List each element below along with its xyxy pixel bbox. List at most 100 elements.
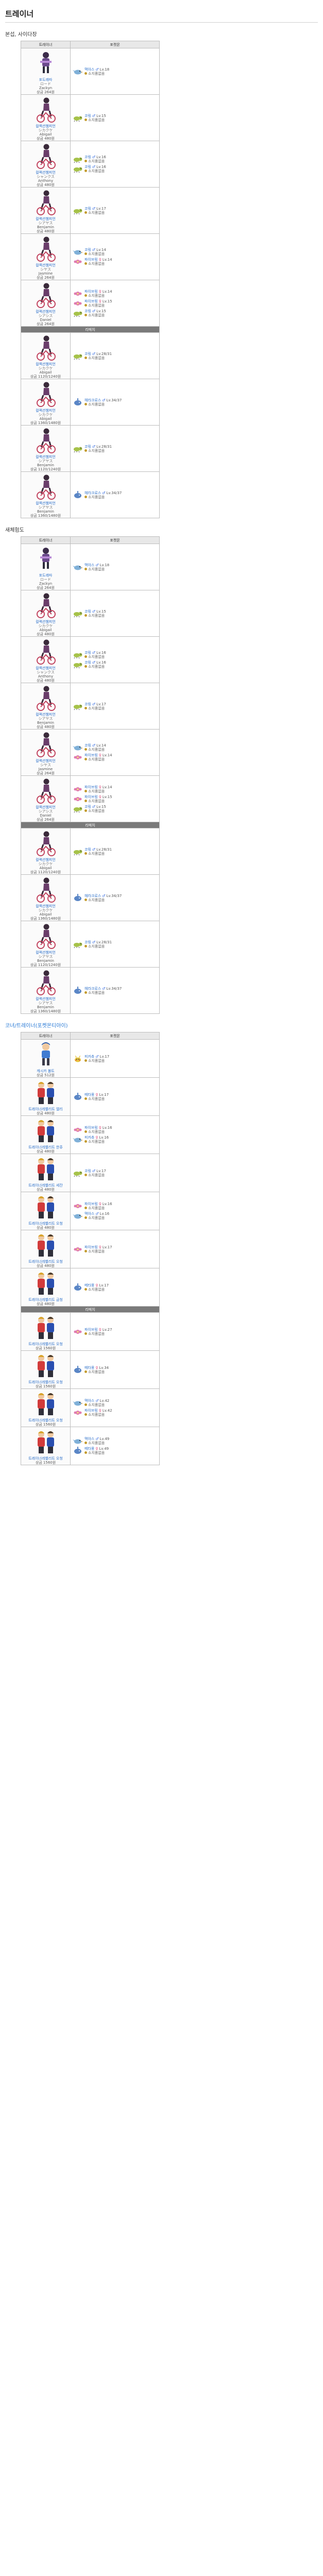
pokemon-name[interactable]: 코링 — [84, 155, 91, 159]
trainer-name[interactable]: 컬렉션챔피언 — [36, 759, 56, 763]
trainer-name[interactable]: 트레이너레벨리트 오청 — [28, 1260, 63, 1264]
pokemon-name[interactable]: 코링 — [84, 743, 91, 748]
pokemon-name[interactable]: 헤라크로스 — [84, 893, 101, 898]
section-title[interactable]: 코녀/트레이너(포켓몬티아이) — [5, 1023, 68, 1029]
trainer-name[interactable]: 트레이너레벨리트 한쥬 — [28, 1145, 63, 1149]
pokemon-name[interactable]: 코링 — [84, 940, 91, 944]
pokemon-name[interactable]: 코링 — [84, 1168, 91, 1173]
trainer-name[interactable]: 컬렉션챔피언 — [36, 997, 56, 1001]
trainer-name[interactable]: 컬렉션챔피언 — [36, 455, 56, 459]
trainer-name[interactable]: 컬렉션챔피언 — [36, 713, 56, 717]
pokemon-info: 코링 ♂ Lv.16 소지품없음 — [84, 155, 106, 163]
trainer-name[interactable]: 트레이너레벨리트 세잔 — [28, 1183, 63, 1188]
trainer-prize: 상금 264원 — [37, 276, 55, 280]
pokemon-name[interactable]: 파이브링 — [84, 258, 98, 262]
team-cell: 헤라크로스 ♂ Lv.34/37 소지품없음 — [70, 967, 160, 1014]
pokemon-name[interactable]: 코링 — [84, 248, 91, 252]
pokemon-name[interactable]: 코링 — [84, 847, 91, 852]
trainer-name[interactable]: 트레이너레벨리트 오청 — [28, 1456, 63, 1461]
pokemon-name[interactable]: 코링 — [84, 165, 91, 169]
pokemon-name[interactable]: 피카츄 — [84, 1054, 95, 1059]
trainer-cell: 컬렉션챔피언 シカクケ Abigail 상금 1360/1480원 — [21, 379, 71, 426]
trainer-name[interactable]: 컬렉션챔피언 — [36, 951, 56, 955]
pokemon-name[interactable]: 파이브링 — [84, 1327, 98, 1332]
pokemon-name[interactable]: 파이브링 — [84, 299, 98, 303]
trainer-name[interactable]: 트레이너레벨리트 금청 — [28, 1298, 63, 1302]
trainer-name[interactable]: 컬렉션챔피언 — [36, 171, 56, 175]
gender-icon: ♂ — [92, 165, 96, 169]
pokemon-name[interactable]: 메타몽 — [84, 1092, 95, 1097]
trainer-english-name: Abigail — [39, 866, 52, 870]
trainer-kana: ロード — [40, 82, 51, 86]
trainer-name[interactable]: 컬렉션챔피언 — [36, 858, 56, 862]
item-label: 소지품없음 — [88, 1140, 105, 1144]
pokemon-name[interactable]: 파이브링 — [84, 753, 98, 757]
pokemon-info: 헤라크로스 ♂ Lv.34/37 소지품없음 — [84, 398, 122, 406]
pokemon-name[interactable]: 코링 — [84, 309, 91, 313]
pokemon-name[interactable]: 파이브링 — [84, 794, 98, 799]
trainer-name[interactable]: 컬렉션챔피언 — [36, 409, 56, 413]
trainer-name[interactable]: 컬렉션챔피언 — [36, 805, 56, 809]
pokemon-name[interactable]: 메타몽 — [84, 1283, 95, 1287]
pokemon-name[interactable]: 헤라크로스 — [84, 398, 101, 402]
pokemon-level: Lv.28/31 — [96, 444, 112, 449]
trainer-name[interactable]: 포도레따 — [39, 573, 53, 578]
trainer-name[interactable]: 컬렉션챔피언 — [36, 310, 56, 314]
trainer-name[interactable]: 컬렉션챔피언 — [36, 666, 56, 670]
trainer-name[interactable]: 트레이너레벨리트 엘리 — [28, 1107, 63, 1111]
trainer-name[interactable]: 컬렉션챔피언 — [36, 217, 56, 221]
trainer-name[interactable]: 컬렉션챔피언 — [36, 620, 56, 624]
trainer-name[interactable]: 컬렉션챔피언 — [36, 362, 56, 366]
item-icon — [84, 1249, 87, 1252]
pokemon-name[interactable]: 코링 — [84, 113, 91, 118]
pokemon-name[interactable]: 헤라크로스 — [84, 986, 101, 991]
trainer-name[interactable]: 캐시카 볼트 — [37, 1069, 55, 1073]
pokemon-name[interactable]: 코링 — [84, 804, 91, 809]
trainer-name[interactable]: 트레이너레벨리트 오청 — [28, 1380, 63, 1384]
pokemon-name[interactable]: 파이브링 — [84, 1126, 98, 1130]
pokemon-name[interactable]: 코링 — [84, 702, 91, 706]
trainer-cell: 컬렉션챔피언 シャンクス Anthony 상금 480원 — [21, 141, 71, 188]
rematch-divider-row: 리매치 — [21, 326, 160, 333]
trainer-prize: 상금 480원 — [37, 229, 55, 233]
trainer-name[interactable]: 포도레따 — [39, 78, 53, 82]
rider-portrait-icon — [40, 52, 52, 73]
pokemon-name[interactable]: 맥아스 — [84, 563, 95, 567]
pokemon-name[interactable]: 코링 — [84, 660, 91, 665]
trainer-name[interactable]: 컬렉션챔피언 — [36, 263, 56, 267]
trainer-cell: 트레이너레벨리트 오청 상금 1560원 — [21, 1312, 71, 1351]
pokemon-name[interactable]: 피카츄 — [84, 1136, 95, 1140]
pokemon-name[interactable]: 맥아스 — [84, 1399, 95, 1403]
pokemon-name[interactable]: 메타몽 — [84, 1365, 95, 1370]
pokemon-held-item: 소지품없음 — [84, 252, 106, 256]
pokemon-name[interactable]: 맥아스 — [84, 1437, 95, 1441]
trainer-name[interactable]: 트레이너레벨리트 오청 — [28, 1418, 63, 1422]
trainer-name[interactable]: 트레이너레벨리트 오청 — [28, 1222, 63, 1226]
trainer-prize: 상금 480원 — [37, 632, 55, 636]
pokemon-name[interactable]: 헤라크로스 — [84, 490, 101, 495]
trainer-row: 컬렉션챔피언 シアシス Daniel 상금 264원 파이브링 ♀ Lv.14 소지품없음 파이… — [21, 280, 160, 327]
item-icon — [84, 1059, 87, 1062]
section-title: 새체험도 — [5, 528, 24, 533]
pokemon-name[interactable]: 파이브링 — [84, 289, 98, 294]
pokemon-name[interactable]: 파이브링 — [84, 1409, 98, 1413]
cyclist-portrait-icon — [36, 924, 56, 949]
trainer-cell: 컬렉션챔피언 シアヤス Benjamin 상금 1120/1240원 — [21, 425, 71, 472]
pokemon-name[interactable]: 코링 — [84, 206, 91, 211]
pokemon-name[interactable]: 파이브링 — [84, 785, 98, 789]
pokemon-name[interactable]: 맥아스 — [84, 1212, 95, 1216]
pokemon-name[interactable]: 파이브링 — [84, 1202, 98, 1206]
trainer-name[interactable]: 트레이너레벨리트 오청 — [28, 1342, 63, 1346]
trainer-name[interactable]: 컬렉션챔피언 — [36, 501, 56, 505]
trainer-name[interactable]: 컬렉션챔피언 — [36, 124, 56, 128]
pokemon-name[interactable]: 맥아스 — [84, 67, 95, 72]
pokemon-name[interactable]: 코링 — [84, 651, 91, 655]
beetle-pokemon-icon — [74, 398, 81, 405]
pokemon-name[interactable]: 코링 — [84, 351, 91, 356]
trainer-name[interactable]: 컬렉션챔피언 — [36, 904, 56, 908]
beetle-pokemon-icon — [74, 1365, 81, 1373]
pokemon-name[interactable]: 파이브링 — [84, 1245, 98, 1249]
pokemon-name[interactable]: 메타몽 — [84, 1447, 95, 1451]
pokemon-name[interactable]: 코링 — [84, 609, 91, 614]
pokemon-name[interactable]: 코링 — [84, 444, 91, 449]
